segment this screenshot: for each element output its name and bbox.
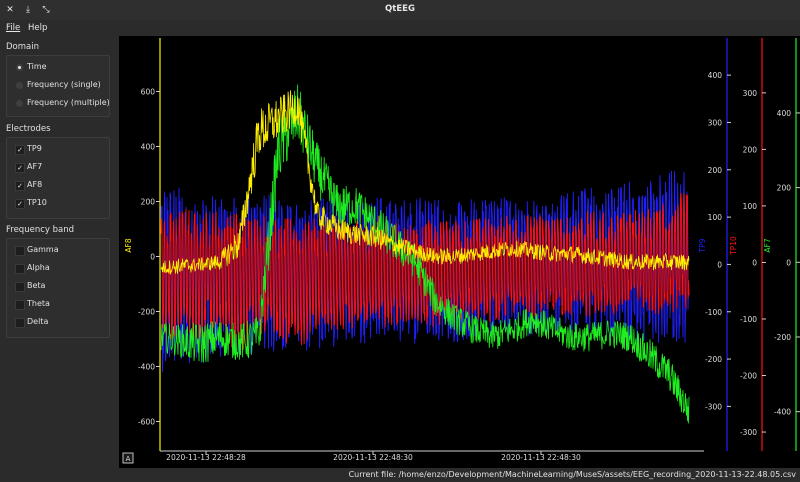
tick-label-af7: 0: [786, 258, 791, 267]
status-text: Current file: /home/enzo/Development/Mac…: [348, 470, 796, 479]
option-label: Beta: [27, 281, 46, 290]
domain-option-frequency-multiple[interactable]: Frequency (multiple): [7, 96, 110, 112]
electrode-af8[interactable]: ✓ AF8: [7, 178, 107, 194]
tick-label-af7: -200: [774, 333, 791, 342]
x-tick-label: 2020-11-13 22:48:30: [333, 453, 413, 462]
menu-help[interactable]: Help: [28, 23, 48, 33]
electrode-af7[interactable]: ✓ AF7: [7, 160, 107, 176]
domain-group: Time Frequency (single) Frequency (multi…: [6, 55, 110, 117]
sidebar: Domain Time Frequency (single) Frequency…: [0, 36, 119, 468]
radio-icon[interactable]: [16, 82, 23, 89]
radio-icon[interactable]: [16, 100, 23, 107]
electrodes-group-title: Electrodes: [6, 124, 51, 134]
tick-label-tp10: 0: [752, 258, 757, 267]
option-label: Alpha: [27, 263, 50, 272]
series-af8: [160, 90, 690, 275]
auto-range-button[interactable]: [122, 452, 134, 464]
auto-range-label: A: [126, 455, 131, 463]
tick-label-tp10: -100: [740, 315, 757, 324]
option-label: Theta: [27, 299, 50, 308]
minimize-icon[interactable]: ⤓: [26, 5, 30, 15]
tick-label-tp9: 400: [708, 71, 723, 80]
tick-label-af7: 400: [777, 109, 792, 118]
tick-label-af8: -400: [138, 363, 155, 372]
tick-label-af7: 200: [777, 184, 792, 193]
checkbox-checked-icon[interactable]: ✓: [15, 163, 25, 173]
checkbox-icon[interactable]: [15, 282, 25, 292]
option-label: Delta: [27, 317, 49, 326]
option-label: TP10: [27, 198, 47, 207]
axis-label-tp9: TP9: [698, 238, 707, 253]
tick-label-tp9: 300: [708, 118, 723, 127]
option-label: AF8: [27, 180, 43, 189]
series-af7: [160, 84, 690, 424]
radio-selected-icon[interactable]: [16, 64, 23, 71]
axis-label-af8: AF8: [124, 238, 133, 252]
close-icon[interactable]: ✕: [6, 5, 14, 15]
checkbox-checked-icon[interactable]: ✓: [15, 145, 25, 155]
band-theta[interactable]: Theta: [7, 297, 107, 313]
option-label: Frequency (single): [27, 80, 101, 89]
x-tick-label: 2020-11-13 22:48:28: [166, 453, 246, 462]
checkbox-checked-icon[interactable]: ✓: [15, 199, 25, 209]
tick-label-tp10: 300: [743, 89, 758, 98]
band-group-title: Frequency band: [6, 225, 74, 235]
axis-label-tp10: TP10: [729, 236, 738, 256]
domain-option-frequency-single[interactable]: Frequency (single): [7, 78, 107, 94]
option-label: Time: [27, 62, 47, 71]
domain-group-title: Domain: [6, 42, 39, 52]
tick-label-tp9: 100: [708, 213, 723, 222]
electrode-tp10[interactable]: ✓ TP10: [7, 196, 107, 212]
tick-label-af8: 400: [141, 143, 156, 152]
tick-label-tp9: -300: [705, 402, 722, 411]
tick-label-af8: 600: [141, 88, 156, 97]
tick-label-tp10: 200: [743, 145, 758, 154]
x-tick-label: 2020-11-13 22:48:30: [501, 453, 581, 462]
tick-label-tp9: 200: [708, 166, 723, 175]
electrode-tp9[interactable]: ✓ TP9: [7, 142, 107, 158]
restore-icon[interactable]: ⤡: [42, 5, 50, 15]
tick-label-af7: -400: [774, 408, 791, 417]
menu-file[interactable]: File: [6, 23, 21, 33]
option-label: AF7: [27, 162, 43, 171]
status-bar: Current file: /home/enzo/Development/Mac…: [0, 468, 800, 482]
band-alpha[interactable]: Alpha: [7, 261, 107, 277]
checkbox-icon[interactable]: [15, 246, 25, 256]
tick-label-tp10: 100: [743, 202, 758, 211]
band-group: Gamma Alpha Beta Theta Delta: [6, 238, 110, 338]
option-label: TP9: [27, 144, 42, 153]
tick-label-af8: -600: [138, 418, 155, 427]
tick-label-tp10: -300: [740, 428, 757, 437]
tick-label-af8: 200: [141, 198, 156, 207]
checkbox-icon[interactable]: [15, 264, 25, 274]
tick-label-tp10: -200: [740, 372, 757, 381]
band-beta[interactable]: Beta: [7, 279, 107, 295]
tick-label-af8: -200: [138, 308, 155, 317]
tick-label-af8: 0: [150, 253, 155, 262]
axis-label-af7: AF7: [763, 238, 772, 252]
option-label: Gamma: [27, 245, 59, 254]
eeg-plot-svg[interactable]: 600 400 200 0 -200 -400 -600 AF8 400 300 200 100 0 -1…: [119, 36, 800, 468]
window-title: QtEEG: [385, 4, 415, 14]
title-bar: ✕ ⤓ ⤡ QtEEG: [0, 0, 800, 20]
eeg-plot[interactable]: 600 400 200 0 -200 -400 -600 AF8 400 300 200 100 0 -1…: [119, 36, 800, 468]
band-delta[interactable]: Delta: [7, 315, 107, 331]
electrodes-group: ✓ TP9 ✓ AF7 ✓ AF8 ✓ TP10: [6, 137, 110, 219]
band-gamma[interactable]: Gamma: [7, 243, 107, 259]
checkbox-icon[interactable]: [15, 318, 25, 328]
option-label: Frequency (multiple): [27, 98, 110, 107]
tick-label-tp9: -100: [705, 308, 722, 317]
tick-label-tp9: -200: [705, 355, 722, 364]
checkbox-checked-icon[interactable]: ✓: [15, 181, 25, 191]
menu-bar: File Help: [0, 20, 800, 36]
checkbox-icon[interactable]: [15, 300, 25, 310]
tick-label-tp9: 0: [717, 260, 722, 269]
domain-option-time[interactable]: Time: [7, 60, 107, 76]
